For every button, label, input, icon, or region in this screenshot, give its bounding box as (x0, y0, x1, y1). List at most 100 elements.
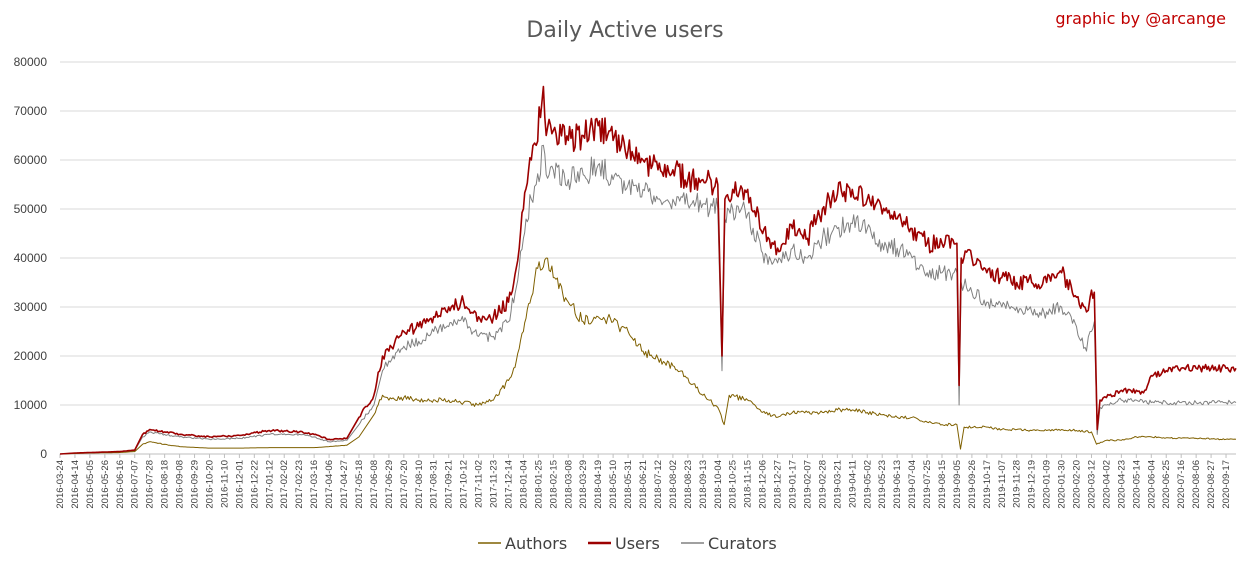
series-line-curators (59, 144, 1237, 455)
x-axis-ticks: 2016-03-24 2016-04-14 2016-05-05 2016-05-26… (55, 454, 1232, 509)
x-tick-label: 2019-04-11 (847, 460, 858, 508)
x-tick-label: 2017-10-12 (459, 460, 470, 509)
x-tick-label: 2016-03-24 (55, 460, 66, 509)
x-tick-label: 2017-12-14 (504, 460, 515, 509)
x-tick-label: 2019-03-21 (832, 460, 843, 509)
x-tick-label: 2020-01-30 (1057, 460, 1068, 509)
x-tick-label: 2016-07-07 (130, 460, 141, 509)
x-tick-label: 2019-07-04 (907, 460, 918, 509)
x-tick-label: 2017-08-10 (414, 460, 425, 509)
x-tick-label: 2017-03-16 (309, 460, 320, 509)
y-tick-label: 60000 (14, 153, 48, 167)
x-tick-label: 2018-07-12 (653, 460, 664, 509)
x-tick-label: 2018-06-21 (638, 460, 649, 509)
x-tick-label: 2019-09-05 (952, 460, 963, 509)
x-tick-label: 2018-12-06 (758, 460, 769, 509)
x-tick-label: 2017-07-20 (399, 460, 410, 509)
x-tick-label: 2019-02-07 (803, 460, 814, 509)
chart-credit: graphic by @arcange (1055, 9, 1226, 28)
x-tick-label: 2016-09-08 (175, 460, 186, 509)
x-tick-label: 2020-02-20 (1072, 460, 1083, 509)
x-tick-label: 2020-03-12 (1087, 460, 1098, 509)
y-tick-label: 10000 (14, 398, 48, 412)
x-tick-label: 2018-11-15 (743, 460, 754, 508)
x-tick-label: 2017-11-23 (489, 460, 500, 508)
x-tick-label: 2018-12-27 (773, 460, 784, 509)
x-tick-label: 2019-05-23 (877, 460, 888, 509)
x-tick-label: 2017-09-21 (444, 460, 455, 509)
x-tick-label: 2018-05-10 (608, 460, 619, 509)
x-tick-label: 2019-01-17 (788, 460, 799, 509)
x-tick-label: 2018-05-31 (623, 460, 634, 509)
x-tick-label: 2016-07-28 (145, 460, 156, 509)
x-tick-label: 2019-10-17 (982, 460, 993, 509)
x-tick-label: 2016-05-26 (100, 460, 111, 509)
x-tick-label: 2018-03-29 (578, 460, 589, 509)
series-line-authors (59, 257, 1237, 455)
x-tick-label: 2016-05-05 (85, 460, 96, 509)
x-tick-label: 2019-12-19 (1027, 460, 1038, 509)
x-tick-label: 2017-02-23 (294, 460, 305, 509)
x-tick-label: 2020-07-16 (1176, 460, 1187, 509)
x-tick-label: 2020-05-14 (1131, 460, 1142, 509)
x-tick-label: 2019-08-15 (937, 460, 948, 509)
x-tick-label: 2017-04-06 (324, 460, 335, 509)
x-tick-label: 2017-02-02 (279, 460, 290, 509)
x-tick-label: 2019-11-07 (997, 460, 1008, 508)
x-tick-label: 2019-02-28 (817, 460, 828, 509)
x-tick-label: 2019-05-02 (862, 460, 873, 509)
x-tick-label: 2020-04-23 (1116, 460, 1127, 509)
x-tick-label: 2019-09-26 (967, 460, 978, 509)
x-tick-label: 2019-07-25 (922, 460, 933, 509)
x-tick-label: 2020-08-27 (1206, 460, 1217, 509)
x-tick-label: 2019-11-28 (1012, 460, 1023, 508)
y-tick-label: 20000 (14, 349, 48, 363)
x-tick-label: 2016-12-22 (249, 460, 260, 509)
x-tick-label: 2016-08-18 (160, 460, 171, 509)
x-tick-label: 2018-09-13 (698, 460, 709, 509)
x-tick-label: 2017-01-12 (264, 460, 275, 509)
legend-label-curators: Curators (708, 534, 777, 553)
x-tick-label: 2017-06-08 (369, 460, 380, 509)
y-gridlines (60, 61, 1236, 455)
x-tick-label: 2016-11-10 (219, 460, 230, 508)
x-tick-label: 2019-06-13 (892, 460, 903, 509)
x-tick-label: 2020-08-06 (1191, 460, 1202, 509)
legend-label-authors: Authors (505, 534, 567, 553)
x-tick-label: 2020-04-02 (1101, 460, 1112, 509)
legend-label-users: Users (615, 534, 660, 553)
legend: Authors Users Curators (478, 534, 777, 553)
x-tick-label: 2018-04-19 (593, 460, 604, 509)
y-tick-label: 80000 (14, 55, 48, 69)
x-tick-label: 2018-03-08 (563, 460, 574, 509)
x-tick-label: 2017-04-27 (339, 460, 350, 509)
x-tick-label: 2017-06-29 (384, 460, 395, 509)
x-tick-label: 2017-11-02 (474, 460, 485, 508)
y-tick-label: 30000 (14, 300, 48, 314)
x-tick-label: 2020-09-17 (1221, 460, 1232, 509)
y-tick-label: 50000 (14, 202, 48, 216)
x-tick-label: 2018-02-15 (548, 460, 559, 509)
x-tick-label: 2020-06-04 (1146, 460, 1157, 509)
x-tick-label: 2016-12-01 (234, 460, 245, 509)
y-axis-ticks: 0 10000 20000 30000 40000 50000 60000 70000 8000… (14, 55, 48, 461)
x-tick-label: 2018-10-25 (728, 460, 739, 509)
x-tick-label: 2018-10-04 (713, 460, 724, 509)
y-tick-label: 70000 (14, 104, 48, 118)
chart-title: Daily Active users (526, 18, 723, 43)
x-tick-label: 2018-01-04 (518, 460, 529, 509)
x-tick-label: 2017-08-31 (429, 460, 440, 509)
x-tick-label: 2016-09-29 (190, 460, 201, 509)
x-tick-label: 2020-01-09 (1042, 460, 1053, 509)
x-tick-label: 2016-04-14 (70, 460, 81, 509)
x-tick-label: 2018-08-02 (668, 460, 679, 509)
x-tick-label: 2018-08-23 (683, 460, 694, 509)
series-lines (59, 85, 1237, 455)
y-tick-label: 0 (40, 447, 47, 461)
x-tick-label: 2018-01-25 (533, 460, 544, 509)
x-tick-label: 2016-06-16 (115, 460, 126, 509)
x-tick-label: 2017-05-18 (354, 460, 365, 509)
y-tick-label: 40000 (14, 251, 48, 265)
x-tick-label: 2020-06-25 (1161, 460, 1172, 509)
